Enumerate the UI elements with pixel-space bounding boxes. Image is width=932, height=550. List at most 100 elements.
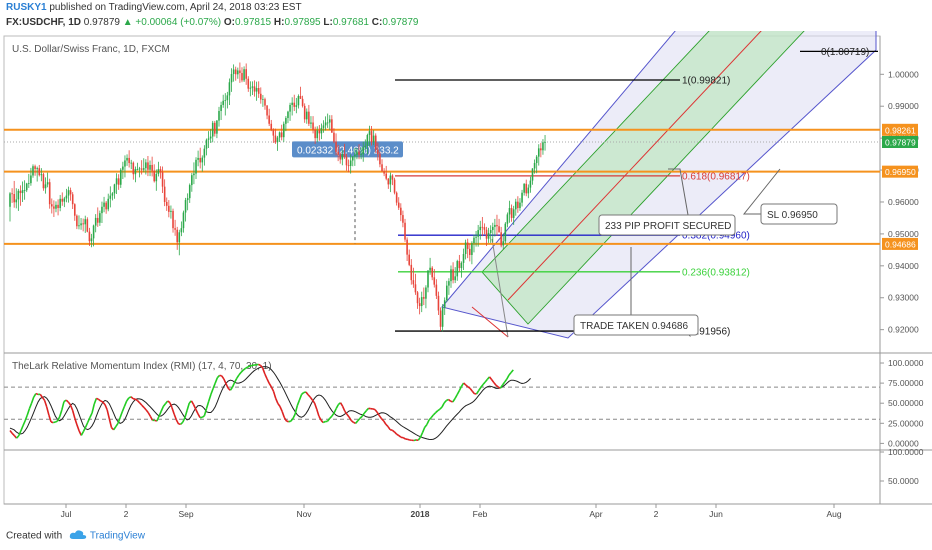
rmi-segment — [506, 374, 510, 380]
rmi-segment — [495, 384, 499, 388]
candle-body — [448, 281, 450, 286]
rmi-segment — [119, 411, 124, 418]
candle-body — [531, 168, 534, 181]
candle-body — [473, 237, 475, 244]
candle-body — [297, 96, 300, 106]
candle-body — [247, 78, 250, 89]
candle-body — [203, 148, 206, 158]
candle-body — [268, 115, 270, 124]
rmi-segment — [190, 400, 195, 406]
x-tick-label: Apr — [589, 509, 602, 519]
candle-body — [331, 119, 333, 133]
rmi-segment — [437, 408, 441, 412]
rmi-segment — [35, 392, 39, 396]
candle-body — [243, 69, 245, 81]
rmi-segment — [154, 419, 158, 422]
rmi-segment — [471, 390, 476, 395]
rmi-segment — [298, 394, 303, 401]
candle-body — [310, 122, 312, 124]
rmi-segment — [33, 393, 37, 398]
candle-body — [220, 104, 222, 112]
candle-body — [287, 111, 289, 119]
rmi-segment — [491, 379, 495, 384]
x-tick-label: Aug — [826, 509, 841, 519]
rmi-segment — [28, 402, 33, 409]
rmi-segment — [63, 399, 67, 403]
candle-body — [504, 223, 507, 242]
rmi-segment — [508, 371, 512, 376]
rmi-segment — [184, 410, 188, 418]
candle-body — [410, 264, 413, 281]
candle-body — [174, 228, 176, 230]
rmi-segment — [245, 366, 249, 370]
candle-body — [103, 202, 105, 207]
rmi-segment — [249, 364, 253, 367]
rmi-segment — [162, 403, 167, 407]
candle-body — [314, 129, 316, 139]
candle-body — [431, 267, 433, 278]
tradingview-logo[interactable]: TradingView — [89, 530, 145, 542]
candle-body — [356, 151, 358, 155]
candle-body — [351, 156, 354, 161]
rmi-segment — [309, 396, 314, 401]
rmi-segment — [434, 410, 439, 414]
rmi-segment — [501, 381, 506, 386]
rmi-segment — [203, 408, 208, 416]
candle-body — [341, 154, 344, 160]
rmi-segment — [258, 363, 261, 367]
y-tick-label: 25.00000 — [888, 418, 924, 428]
candle-body — [339, 154, 342, 160]
candle-body — [508, 208, 511, 215]
symbol-label[interactable]: FX:USDCHF, 1D — [6, 17, 82, 28]
rmi-segment — [264, 373, 268, 380]
rmi-segment — [22, 420, 26, 427]
candle-body — [113, 184, 116, 194]
rmi-segment — [292, 413, 296, 419]
author-link[interactable]: RUSKY1 — [6, 2, 47, 13]
candle-body — [222, 100, 224, 105]
chart-area[interactable]: 0.920000.930000.940000.950000.960000.970… — [0, 31, 932, 521]
price-tag-label: 0.97879 — [885, 138, 916, 148]
candle-body — [30, 175, 32, 184]
rmi-segment — [480, 383, 484, 388]
candle-body — [205, 139, 208, 149]
rmi-segment — [160, 406, 165, 412]
y-tick-label: 75.00000 — [888, 378, 924, 388]
rmi-segment — [130, 396, 134, 400]
rmi-segment — [341, 405, 346, 412]
candle-body — [151, 164, 153, 171]
rmi-segment — [380, 418, 385, 422]
candle-body — [51, 204, 53, 207]
candle-body — [126, 157, 128, 161]
rmi-segment — [383, 420, 387, 425]
candle-body — [452, 269, 454, 281]
candle-body — [454, 276, 456, 281]
rmi-segment — [290, 418, 294, 422]
candle-body — [412, 280, 415, 285]
candle-body — [537, 148, 540, 157]
candle-body — [149, 164, 151, 170]
rmi-segment — [329, 415, 333, 419]
callout-trade: TRADE TAKEN 0.94686 — [580, 321, 688, 332]
pitchfork-channel — [441, 31, 877, 339]
rmi-segment — [452, 398, 456, 403]
candle-body — [142, 168, 145, 170]
publish-text: published on TradingView.com, April 24, … — [46, 2, 302, 13]
rmi-segment — [216, 374, 221, 379]
rmi-segment — [378, 415, 383, 420]
candle-body — [372, 135, 375, 143]
candle-body — [38, 168, 41, 176]
rmi-segment — [277, 402, 281, 407]
candle-body — [425, 287, 427, 299]
rmi-segment — [136, 399, 141, 404]
candle-body — [519, 202, 521, 209]
rmi-segment — [175, 419, 180, 425]
candle-body — [218, 111, 220, 121]
rmi-segment — [231, 381, 236, 388]
rmi-segment — [322, 420, 326, 424]
candle-body — [117, 178, 120, 185]
pitchfork-handle — [471, 306, 509, 338]
rmi-segment — [195, 408, 199, 415]
candle-body — [239, 70, 241, 74]
candle-body — [456, 261, 459, 277]
